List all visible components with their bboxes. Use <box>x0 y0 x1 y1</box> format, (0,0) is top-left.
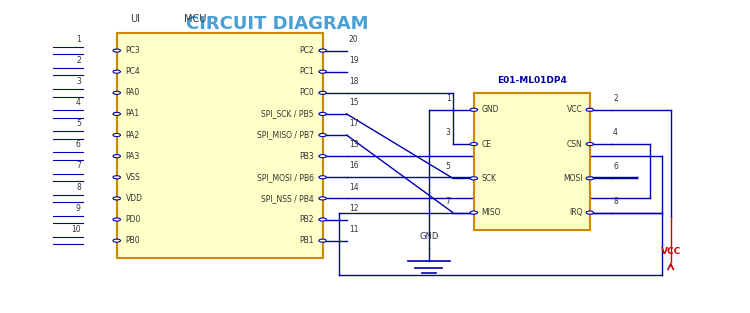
Circle shape <box>586 142 593 146</box>
Text: GND: GND <box>419 232 439 241</box>
Circle shape <box>319 91 326 94</box>
Text: 20: 20 <box>349 35 358 44</box>
Text: VCC: VCC <box>566 105 582 114</box>
Text: 4: 4 <box>76 98 81 107</box>
Text: UI: UI <box>130 14 140 24</box>
Text: MISO: MISO <box>482 208 501 217</box>
Text: 7: 7 <box>446 197 451 206</box>
Text: 8: 8 <box>76 182 81 192</box>
Text: SPI_MISO / PB7: SPI_MISO / PB7 <box>256 131 313 140</box>
Circle shape <box>319 112 326 115</box>
Text: 1: 1 <box>76 35 81 44</box>
Circle shape <box>319 49 326 52</box>
Text: PC2: PC2 <box>299 46 314 55</box>
Circle shape <box>319 239 326 242</box>
Text: VSS: VSS <box>126 173 140 182</box>
Circle shape <box>319 218 326 221</box>
Text: PB0: PB0 <box>126 236 140 245</box>
Text: PB2: PB2 <box>299 215 314 224</box>
Text: CSN: CSN <box>566 140 582 149</box>
Text: VDD: VDD <box>126 194 142 203</box>
Text: 5: 5 <box>76 119 81 128</box>
Text: MOSI: MOSI <box>562 174 582 183</box>
Bar <box>117 33 322 258</box>
Circle shape <box>319 133 326 136</box>
Text: 2: 2 <box>613 94 618 103</box>
Circle shape <box>113 155 121 158</box>
Circle shape <box>319 155 326 158</box>
Circle shape <box>319 197 326 200</box>
Circle shape <box>113 112 121 115</box>
Text: E01-ML01DP4: E01-ML01DP4 <box>497 76 567 85</box>
Text: 9: 9 <box>76 204 81 213</box>
Text: 17: 17 <box>349 119 358 128</box>
Circle shape <box>319 176 326 179</box>
Text: 18: 18 <box>349 77 358 86</box>
Text: CIRCUIT DIAGRAM: CIRCUIT DIAGRAM <box>187 15 369 33</box>
Circle shape <box>470 142 478 146</box>
Text: PB3: PB3 <box>299 152 314 161</box>
Text: 14: 14 <box>349 182 358 192</box>
Text: PD0: PD0 <box>126 215 141 224</box>
Text: 6: 6 <box>76 140 81 149</box>
Text: SPI_NSS / PB4: SPI_NSS / PB4 <box>261 194 314 203</box>
Text: PB1: PB1 <box>299 236 314 245</box>
Text: PC1: PC1 <box>299 67 314 76</box>
Circle shape <box>113 176 121 179</box>
Circle shape <box>586 108 593 111</box>
Text: PA2: PA2 <box>126 131 140 140</box>
Text: CE: CE <box>482 140 491 149</box>
Text: 6: 6 <box>613 162 618 172</box>
Text: SPI_MOSI / PB6: SPI_MOSI / PB6 <box>256 173 313 182</box>
Text: 8: 8 <box>613 197 618 206</box>
Text: GND: GND <box>482 105 499 114</box>
Text: PC4: PC4 <box>126 67 140 76</box>
Text: PC3: PC3 <box>126 46 140 55</box>
Circle shape <box>586 177 593 180</box>
Circle shape <box>470 211 478 214</box>
Circle shape <box>470 177 478 180</box>
Text: 5: 5 <box>446 162 451 172</box>
Circle shape <box>586 211 593 214</box>
Text: PC0: PC0 <box>298 88 314 97</box>
Circle shape <box>113 91 121 94</box>
Circle shape <box>113 218 121 221</box>
Text: 4: 4 <box>613 128 618 137</box>
Text: 19: 19 <box>349 56 358 65</box>
Circle shape <box>113 49 121 52</box>
Circle shape <box>113 197 121 200</box>
Circle shape <box>113 133 121 136</box>
Text: 3: 3 <box>76 77 81 86</box>
Text: 10: 10 <box>71 225 81 234</box>
Circle shape <box>113 70 121 73</box>
Text: PA3: PA3 <box>126 152 140 161</box>
Text: 3: 3 <box>446 128 451 137</box>
Text: SCK: SCK <box>482 174 496 183</box>
Text: 2: 2 <box>76 56 81 65</box>
Circle shape <box>470 108 478 111</box>
Text: 7: 7 <box>76 162 81 170</box>
Text: PA1: PA1 <box>126 110 140 118</box>
Text: 16: 16 <box>349 162 358 170</box>
Text: MCU: MCU <box>184 14 206 24</box>
Text: SPI_SCK / PB5: SPI_SCK / PB5 <box>261 110 314 118</box>
Text: 12: 12 <box>349 204 358 213</box>
Text: VCC: VCC <box>661 247 681 256</box>
Bar <box>474 93 590 230</box>
Text: 15: 15 <box>349 98 358 107</box>
Text: PA0: PA0 <box>126 88 140 97</box>
Circle shape <box>319 70 326 73</box>
Text: 1: 1 <box>446 94 451 103</box>
Circle shape <box>113 239 121 242</box>
Text: 11: 11 <box>349 225 358 234</box>
Text: IRQ: IRQ <box>568 208 582 217</box>
Text: 13: 13 <box>349 140 358 149</box>
